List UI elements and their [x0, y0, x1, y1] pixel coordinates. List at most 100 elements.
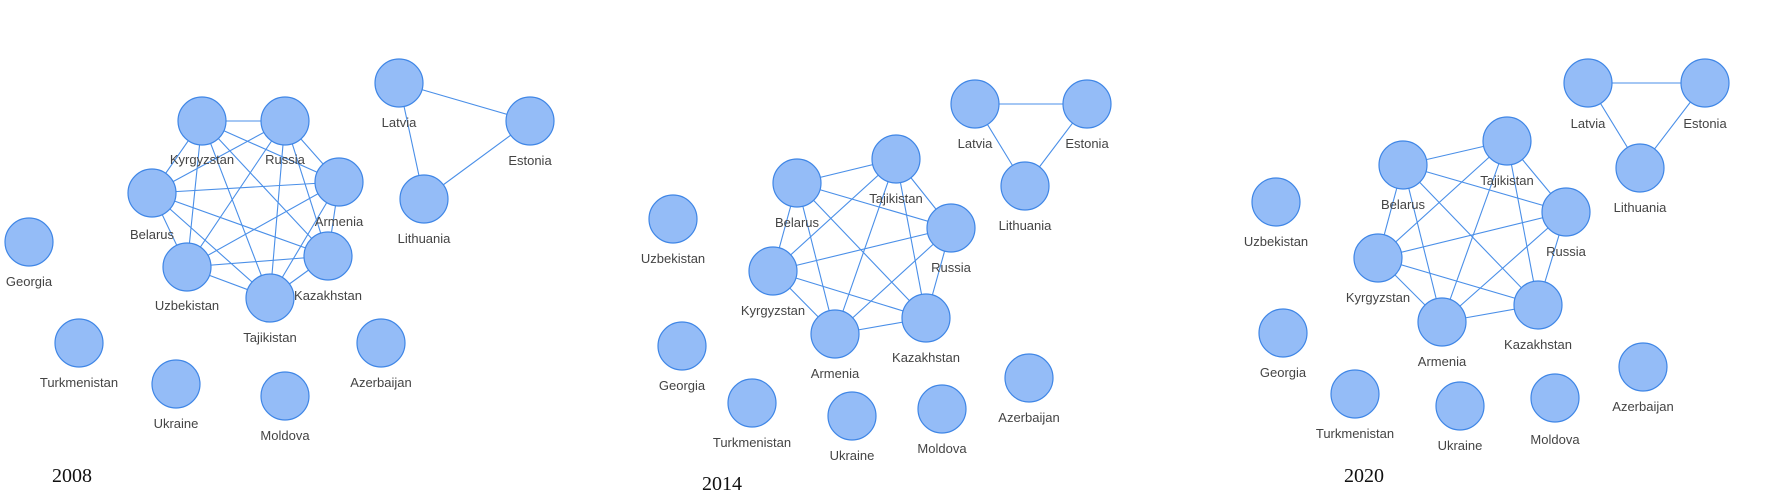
node-turkmenistan: [727, 378, 777, 428]
node-kyrgyzstan: [1353, 233, 1403, 283]
node-label-azerbaijan: Azerbaijan: [1612, 399, 1673, 414]
node-lithuania: [1000, 161, 1050, 211]
edge-belarus-russia: [1402, 164, 1567, 213]
edge-armenia-uzbekistan: [186, 181, 340, 268]
edge-belarus-kazakhstan: [151, 192, 329, 257]
node-label-georgia: Georgia: [659, 378, 706, 393]
node-armenia: [810, 309, 860, 359]
year-label: 2020: [1344, 465, 1384, 487]
node-label-lithuania: Lithuania: [398, 231, 452, 246]
node-label-latvia: Latvia: [958, 136, 993, 151]
node-label-ukraine: Ukraine: [154, 416, 199, 431]
edge-kyrgyzstan-tajikistan: [201, 120, 271, 299]
node-label-russia: Russia: [265, 152, 306, 167]
node-label-armenia: Armenia: [315, 214, 364, 229]
edge-russia-armenia: [1441, 211, 1567, 323]
node-belarus: [1378, 140, 1428, 190]
node-label-moldova: Moldova: [260, 428, 310, 443]
node-estonia: [1680, 58, 1730, 108]
node-russia: [260, 96, 310, 146]
node-label-kazakhstan: Kazakhstan: [294, 288, 362, 303]
node-label-belarus: Belarus: [130, 227, 175, 242]
edge-belarus-kazakhstan: [796, 182, 927, 319]
node-turkmenistan: [1330, 369, 1380, 419]
node-label-azerbaijan: Azerbaijan: [350, 375, 411, 390]
node-ukraine: [151, 359, 201, 409]
node-group: Kyrgyzstan Russia Armenia Belarus Uzbekistan…: [4, 58, 555, 443]
node-label-georgia: Georgia: [1260, 365, 1307, 380]
node-belarus: [772, 158, 822, 208]
node-label-estonia: Estonia: [1683, 116, 1727, 131]
node-label-russia: Russia: [931, 260, 972, 275]
node-label-moldova: Moldova: [917, 441, 967, 456]
node-latvia: [1563, 58, 1613, 108]
node-azerbaijan: [356, 318, 406, 368]
edge-kyrgyzstan-kazakhstan: [772, 270, 927, 319]
node-label-uzbekistan: Uzbekistan: [1244, 234, 1308, 249]
node-label-kyrgyzstan: Kyrgyzstan: [1346, 290, 1410, 305]
node-label-uzbekistan: Uzbekistan: [641, 251, 705, 266]
node-estonia: [1062, 79, 1112, 129]
node-azerbaijan: [1618, 342, 1668, 392]
node-label-kazakhstan: Kazakhstan: [1504, 337, 1572, 352]
node-latvia: [374, 58, 424, 108]
node-label-tajikistan: Tajikistan: [1480, 173, 1533, 188]
edge-tajikistan-kyrgyzstan: [1377, 140, 1508, 259]
edge-russia-kyrgyzstan: [1377, 211, 1567, 259]
node-russia: [1541, 187, 1591, 237]
edge-russia-armenia: [834, 227, 952, 335]
node-armenia: [314, 157, 364, 207]
node-kazakhstan: [901, 293, 951, 343]
node-label-armenia: Armenia: [811, 366, 860, 381]
node-label-russia: Russia: [1546, 244, 1587, 259]
node-kazakhstan: [303, 231, 353, 281]
node-tajikistan: [1482, 116, 1532, 166]
node-kyrgyzstan: [177, 96, 227, 146]
node-lithuania: [1615, 143, 1665, 193]
node-belarus: [127, 168, 177, 218]
edge-tajikistan-armenia: [1441, 140, 1508, 323]
node-label-tajikistan: Tajikistan: [243, 330, 296, 345]
edge-russia-tajikistan: [269, 120, 286, 299]
node-label-lithuania: Lithuania: [1614, 200, 1668, 215]
node-tajikistan: [245, 273, 295, 323]
node-tajikistan: [871, 134, 921, 184]
network-panel-2020: Tajikistan Belarus Russia Kyrgyzstan Armenia…: [1244, 58, 1730, 487]
node-label-turkmenistan: Turkmenistan: [40, 375, 118, 390]
node-label-kyrgyzstan: Kyrgyzstan: [170, 152, 234, 167]
node-label-ukraine: Ukraine: [1438, 438, 1483, 453]
edge-kyrgyzstan-kazakhstan: [1377, 257, 1539, 306]
edge-kyrgyzstan-kazakhstan: [201, 120, 329, 257]
node-label-lithuania: Lithuania: [999, 218, 1053, 233]
node-label-turkmenistan: Turkmenistan: [1316, 426, 1394, 441]
edge-kyrgyzstan-armenia: [201, 120, 340, 183]
edge-russia-kyrgyzstan: [772, 227, 952, 272]
node-label-tajikistan: Tajikistan: [869, 191, 922, 206]
node-label-estonia: Estonia: [1065, 136, 1109, 151]
node-label-latvia: Latvia: [382, 115, 417, 130]
edge-belarus-armenia: [796, 182, 836, 335]
node-group: Tajikistan Belarus Russia Kyrgyzstan Armenia…: [641, 79, 1112, 463]
node-turkmenistan: [54, 318, 104, 368]
node-label-belarus: Belarus: [1381, 197, 1426, 212]
node-label-kyrgyzstan: Kyrgyzstan: [741, 303, 805, 318]
node-label-armenia: Armenia: [1418, 354, 1467, 369]
node-label-latvia: Latvia: [1571, 116, 1606, 131]
node-armenia: [1417, 297, 1467, 347]
node-georgia: [4, 217, 54, 267]
node-uzbekistan: [1251, 177, 1301, 227]
edge-russia-belarus: [151, 120, 286, 194]
node-moldova: [917, 384, 967, 434]
node-label-belarus: Belarus: [775, 215, 820, 230]
node-uzbekistan: [162, 242, 212, 292]
edge-armenia-belarus: [151, 181, 340, 194]
node-latvia: [950, 79, 1000, 129]
node-label-kazakhstan: Kazakhstan: [892, 350, 960, 365]
node-label-ukraine: Ukraine: [830, 448, 875, 463]
node-lithuania: [399, 174, 449, 224]
node-moldova: [260, 371, 310, 421]
node-label-estonia: Estonia: [508, 153, 552, 168]
edge-belarus-tajikistan: [151, 192, 271, 299]
node-russia: [926, 203, 976, 253]
edge-tajikistan-armenia: [834, 158, 897, 335]
